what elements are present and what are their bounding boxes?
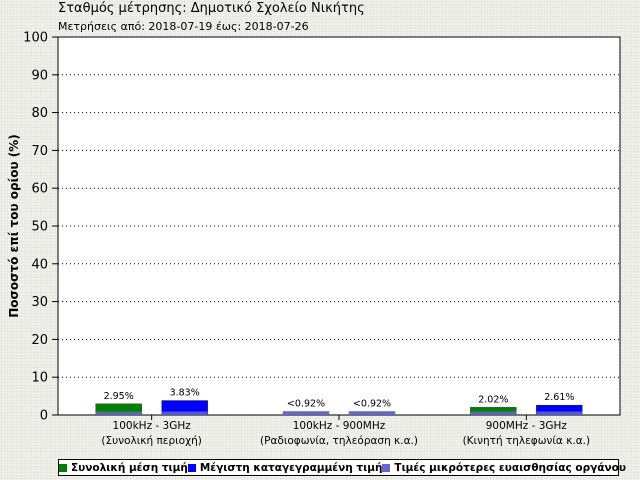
- data-label-5: 2.61%: [544, 392, 574, 403]
- y-tick-label-20: 20: [31, 333, 48, 348]
- y-tick-label-50: 50: [31, 220, 48, 235]
- category-label-2: 900MHz - 3GHz: [486, 420, 568, 432]
- category-sublabel-1: (Ραδιοφωνία, τηλεόραση κ.α.): [260, 435, 418, 447]
- y-tick-label-0: 0: [40, 409, 48, 424]
- legend-swatch-max: [187, 463, 196, 472]
- y-tick-label-80: 80: [31, 106, 48, 121]
- legend-label-below-sensitivity: Τιμές μικρότερες ευαισθησίας οργάνου: [394, 461, 626, 474]
- data-label-0: 2.95%: [104, 391, 134, 402]
- bar-floor-2: [283, 411, 329, 415]
- y-tick-label-60: 60: [31, 182, 48, 197]
- y-tick-label-100: 100: [23, 31, 48, 46]
- legend-item-max: Μέγιστη καταγεγραμμένη τιμή: [187, 461, 383, 474]
- data-label-2: <0.92%: [287, 399, 325, 410]
- y-axis-label: Ποσοστό επί του ορίου (%): [7, 134, 21, 318]
- y-tick-label-70: 70: [31, 144, 48, 159]
- category-label-1: 100kHz - 900MHz: [293, 420, 386, 432]
- bar-floor-5: [536, 411, 583, 415]
- y-tick-label-30: 30: [31, 295, 48, 310]
- y-tick-label-40: 40: [31, 257, 48, 272]
- y-tick-label-10: 10: [31, 371, 48, 386]
- legend-label-max: Μέγιστη καταγεγραμμένη τιμή: [199, 461, 383, 474]
- legend-label-mean: Συνολική μέση τιμή: [71, 461, 188, 474]
- bar-floor-1: [161, 411, 208, 415]
- bar-floor-0: [95, 411, 142, 415]
- category-label-0: 100kHz - 3GHz: [113, 420, 192, 432]
- chart-subtitle: Μετρήσεις από: 2018-07-19 έως: 2018-07-2…: [58, 20, 309, 33]
- chart-title: Σταθμός μέτρησης: Δημοτικό Σχολείο Νικήτ…: [58, 1, 365, 16]
- bar-floor-4: [470, 411, 517, 415]
- legend-item-below-sensitivity: Τιμές μικρότερες ευαισθησίας οργάνου: [382, 462, 626, 474]
- data-label-3: <0.92%: [353, 399, 391, 410]
- legend-swatch-mean: [59, 463, 67, 472]
- data-label-4: 2.02%: [478, 394, 508, 405]
- bar-floor-3: [349, 411, 395, 415]
- legend: Συνολική μέση τιμή Μέγιστη καταγεγραμμέν…: [58, 459, 626, 476]
- y-tick-label-90: 90: [31, 68, 48, 83]
- legend-item-mean: Συνολική μέση τιμή: [59, 462, 188, 474]
- legend-swatch-below-sensitivity: [382, 463, 391, 472]
- data-label-1: 3.83%: [170, 388, 200, 399]
- category-sublabel-0: (Συνολική περιοχή): [101, 435, 202, 447]
- category-sublabel-2: (Κινητή τηλεφωνία κ.α.): [463, 435, 591, 447]
